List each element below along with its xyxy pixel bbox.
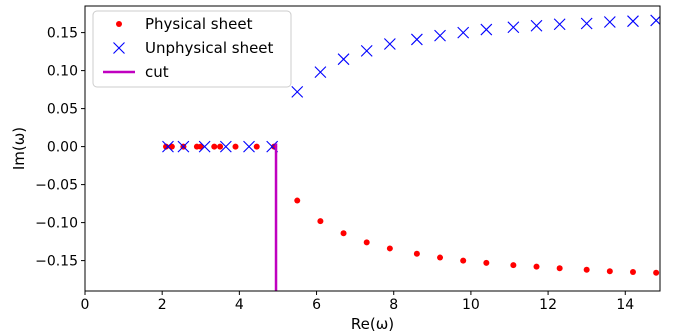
y-axis-label: Im(ω) <box>10 127 28 170</box>
unphysical-point <box>410 33 423 46</box>
x-tick-label: 4 <box>235 297 244 313</box>
y-tick-label: −0.05 <box>35 178 78 194</box>
unphysical-point <box>553 18 566 31</box>
unphysical-point <box>603 16 616 28</box>
physical-point <box>163 143 170 150</box>
unphysical-point <box>507 21 520 34</box>
physical-point <box>317 218 324 225</box>
unphysical-point <box>530 19 543 32</box>
physical-point <box>232 143 239 150</box>
unphysical-point <box>314 66 327 79</box>
x-axis-label: Re(ω) <box>351 315 394 333</box>
plot-area <box>162 14 660 291</box>
x-tick-label: 8 <box>389 297 398 313</box>
physical-point <box>386 245 393 252</box>
physical-point <box>363 239 370 246</box>
physical-point <box>483 259 490 266</box>
physical-point <box>168 143 175 150</box>
physical-point <box>437 254 444 261</box>
x-tick-label: 12 <box>539 297 557 313</box>
unphysical-point <box>434 29 446 42</box>
physical-point <box>197 143 204 150</box>
x-tick-label: 10 <box>462 297 480 313</box>
unphysical-point <box>243 140 255 153</box>
x-tick-label: 6 <box>312 297 321 313</box>
unphysical-point <box>177 140 190 153</box>
y-tick-label: 0.00 <box>47 140 78 156</box>
plot-frame <box>84 5 661 292</box>
legend-marker-physical <box>116 21 122 27</box>
unphysical-point <box>337 53 350 66</box>
physical-point <box>294 197 301 204</box>
x-tick-label: 0 <box>81 297 90 313</box>
physical-point <box>533 263 540 270</box>
unphysical-point <box>480 23 493 36</box>
y-tick-label: 0.15 <box>47 26 78 42</box>
physical-point <box>253 143 260 150</box>
physical-point <box>460 257 467 264</box>
unphysical-point <box>198 140 211 153</box>
physical-point <box>653 269 660 276</box>
unphysical-point <box>457 26 470 39</box>
unphysical-point <box>627 15 639 28</box>
legend: Physical sheet Unphysical sheet cut <box>92 10 292 88</box>
unphysical-point <box>219 140 232 153</box>
unphysical-point <box>162 140 174 153</box>
physical-point <box>583 266 590 273</box>
physical-point <box>340 230 347 237</box>
axes: 0 2 4 6 8 10 12 14 0.15 0.10 0.05 0.00 −0.05 −0.10 −0.… <box>10 5 661 333</box>
unphysical-point <box>360 44 373 57</box>
x-tick-label: 14 <box>616 297 634 313</box>
unphysical-point <box>291 85 304 98</box>
y-tick-label: 0.05 <box>47 102 78 118</box>
y-tick-label: −0.10 <box>35 216 78 232</box>
physical-point <box>510 262 517 269</box>
physical-point <box>629 269 636 275</box>
physical-point <box>413 250 420 257</box>
x-tick-label: 2 <box>158 297 167 313</box>
legend-marker-unphysical <box>113 42 125 54</box>
unphysical-point <box>383 38 396 50</box>
legend-label: Unphysical sheet <box>145 39 274 57</box>
unphysical-point <box>580 17 593 30</box>
y-tick-label: −0.15 <box>35 254 78 270</box>
physical-point <box>606 268 613 275</box>
physical-point <box>217 143 224 150</box>
y-tick-label: 0.10 <box>47 64 78 80</box>
legend-label: Physical sheet <box>145 15 253 33</box>
physical-point <box>211 143 218 150</box>
physical-point <box>556 265 563 272</box>
legend-label: cut <box>145 63 169 81</box>
legend-box <box>92 10 292 88</box>
